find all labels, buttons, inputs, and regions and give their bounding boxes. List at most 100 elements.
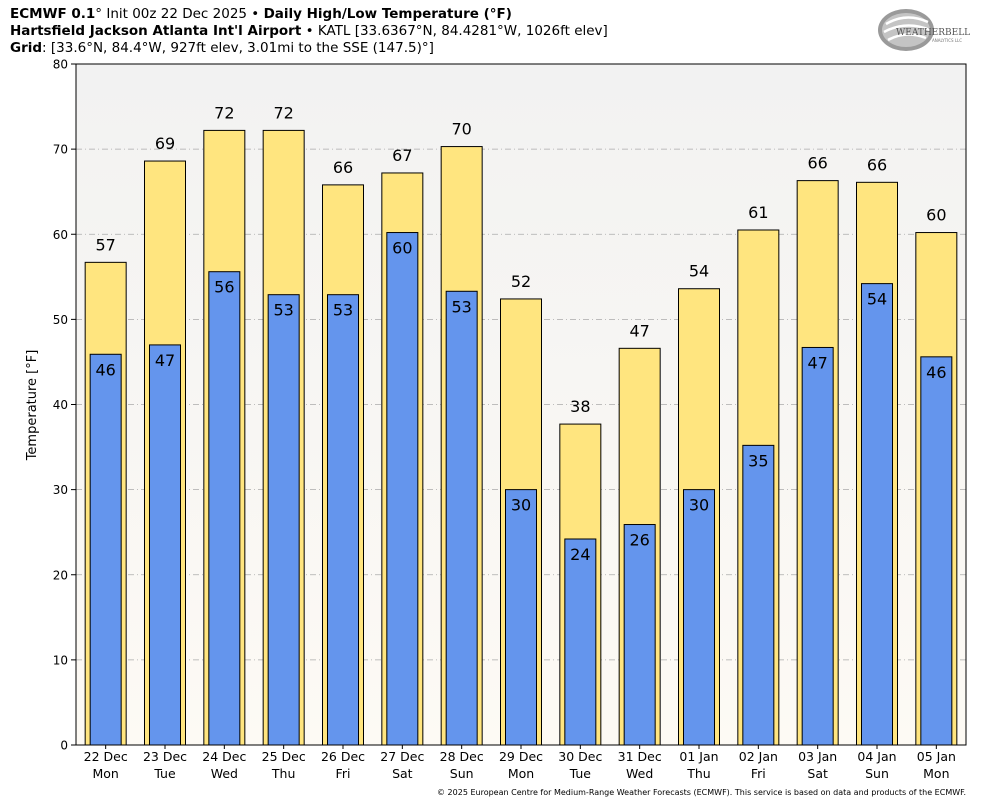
x-tick-date-label: 01 Jan	[679, 749, 718, 764]
x-tick-day-label: Fri	[336, 766, 351, 781]
model-name: ECMWF 0.1	[10, 6, 96, 22]
low-temp-label: 60	[392, 239, 412, 258]
high-temp-label: 67	[392, 146, 412, 165]
x-tick-date-label: 24 Dec	[202, 749, 246, 764]
y-tick-label: 30	[53, 483, 68, 497]
high-temp-label: 54	[689, 262, 709, 281]
x-tick-date-label: 25 Dec	[262, 749, 306, 764]
init-time: ° Init 00z 22 Dec 2025	[95, 6, 248, 22]
high-temp-label: 72	[273, 103, 293, 122]
low-temp-bar	[149, 344, 181, 746]
station-name: Hartsfield Jackson Atlanta Int'l Airport	[10, 23, 302, 39]
x-tick-date-label: 05 Jan	[917, 749, 956, 764]
low-temp-label: 30	[689, 496, 709, 515]
x-tick-date-label: 28 Dec	[440, 749, 484, 764]
station-line: Hartsfield Jackson Atlanta Int'l Airport…	[10, 23, 608, 40]
y-tick-label: 70	[53, 143, 68, 157]
y-tick-label: 10	[53, 653, 68, 667]
x-tick-date-label: 03 Jan	[798, 749, 837, 764]
low-temp-bar	[564, 538, 597, 746]
low-temp-bar	[208, 271, 241, 746]
weatherbell-logo: WEATHERBELL ANALYTICS LLC	[878, 9, 970, 51]
x-tick-day-label: Sun	[865, 766, 889, 781]
x-tick-day-label: Sun	[450, 766, 474, 781]
grid-label: Grid	[10, 40, 43, 56]
low-temp-label: 47	[807, 353, 827, 372]
x-tick-date-label: 22 Dec	[84, 749, 128, 764]
low-temp-label: 53	[451, 297, 471, 316]
copyright-footer: © 2025 European Centre for Medium-Range …	[437, 788, 966, 797]
x-tick-day-label: Mon	[508, 766, 534, 781]
high-temp-label: 72	[214, 103, 234, 122]
x-tick-day-label: Wed	[211, 766, 238, 781]
high-temp-label: 66	[807, 154, 827, 173]
x-tick-date-label: 30 Dec	[558, 749, 602, 764]
low-temp-label: 47	[155, 351, 175, 370]
low-temp-bar	[505, 489, 537, 746]
y-axis-label: Temperature [°F]	[25, 350, 40, 462]
high-temp-label: 57	[95, 235, 115, 254]
low-temp-label: 53	[333, 301, 353, 320]
high-temp-label: 70	[451, 120, 471, 139]
x-tick-date-label: 27 Dec	[380, 749, 424, 764]
low-temp-bar	[801, 346, 834, 746]
y-tick-label: 60	[53, 228, 68, 242]
low-temp-bar	[861, 283, 893, 746]
low-temp-label: 54	[867, 290, 887, 309]
low-temp-bar	[623, 524, 656, 746]
x-tick-day-label: Sat	[392, 766, 413, 781]
high-temp-label: 66	[333, 158, 353, 177]
x-tick-day-label: Fri	[751, 766, 766, 781]
bars: 57 46 69 47 72 56 72 53 66 53 67 60 70 53 52 30 38 24 47 26…	[84, 103, 958, 746]
low-temp-bar	[386, 232, 419, 746]
x-tick-date-label: 29 Dec	[499, 749, 543, 764]
x-tick-date-label: 23 Dec	[143, 749, 187, 764]
low-temp-label: 46	[95, 360, 115, 379]
low-temp-label: 24	[570, 545, 590, 564]
low-temp-bar	[267, 294, 300, 746]
y-tick-label: 50	[53, 313, 68, 327]
x-tick-day-label: Tue	[153, 766, 176, 781]
high-temp-label: 38	[570, 397, 590, 416]
low-temp-label: 35	[748, 451, 768, 470]
y-tick-label: 20	[53, 568, 68, 582]
low-temp-bar	[742, 444, 775, 746]
grid-info: : [33.6°N, 84.4°W, 927ft elev, 3.01mi to…	[42, 40, 434, 56]
low-temp-bar	[920, 356, 953, 746]
station-info: KATL [33.6367°N, 84.4281°W, 1026ft elev]	[317, 23, 608, 39]
x-tick-day-label: Tue	[569, 766, 592, 781]
chart-title-line: ECMWF 0.1° Init 00z 22 Dec 2025 • Daily …	[10, 6, 512, 23]
x-tick-date-label: 04 Jan	[857, 749, 896, 764]
y-tick-label: 40	[53, 398, 68, 412]
low-temp-bar	[683, 489, 715, 746]
axes: 0 10 20 30 40 50 60 70 80 22 Dec Mon 23 Dec Tue 24 De…	[53, 58, 956, 782]
x-tick-day-label: Mon	[92, 766, 118, 781]
y-tick-label: 0	[60, 739, 68, 753]
low-temp-bar	[445, 290, 478, 746]
x-tick-day-label: Thu	[271, 766, 295, 781]
low-temp-label: 26	[629, 531, 649, 550]
x-tick-date-label: 31 Dec	[618, 749, 662, 764]
bullet-separator: •	[301, 23, 318, 39]
x-tick-day-label: Wed	[626, 766, 653, 781]
high-temp-label: 60	[926, 206, 946, 225]
high-temp-label: 61	[748, 203, 768, 222]
high-temp-label: 66	[867, 155, 887, 174]
x-tick-day-label: Thu	[686, 766, 710, 781]
low-temp-label: 30	[511, 496, 531, 515]
low-temp-bar	[89, 353, 122, 746]
bullet-separator: •	[247, 6, 264, 22]
grid-line: Grid: [33.6°N, 84.4°W, 927ft elev, 3.01m…	[10, 40, 434, 57]
low-temp-label: 56	[214, 278, 234, 297]
product-title: Daily High/Low Temperature (°F)	[263, 6, 512, 22]
logo-wordmark: WEATHERBELL	[896, 28, 970, 38]
x-tick-date-label: 26 Dec	[321, 749, 365, 764]
logo-subtext: ANALYTICS LLC	[932, 38, 962, 43]
x-tick-day-label: Sat	[807, 766, 828, 781]
low-temp-label: 53	[273, 301, 293, 320]
x-tick-day-label: Mon	[923, 766, 949, 781]
high-temp-label: 47	[629, 321, 649, 340]
low-temp-label: 46	[926, 363, 946, 382]
x-tick-date-label: 02 Jan	[739, 749, 778, 764]
